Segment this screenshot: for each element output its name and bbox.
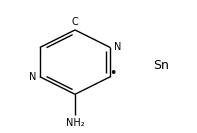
Text: N: N: [114, 42, 122, 53]
Text: NH₂: NH₂: [66, 118, 84, 128]
Text: C: C: [72, 17, 78, 27]
Text: N: N: [29, 72, 36, 82]
Text: •: •: [110, 67, 117, 80]
Text: Sn: Sn: [153, 59, 169, 72]
